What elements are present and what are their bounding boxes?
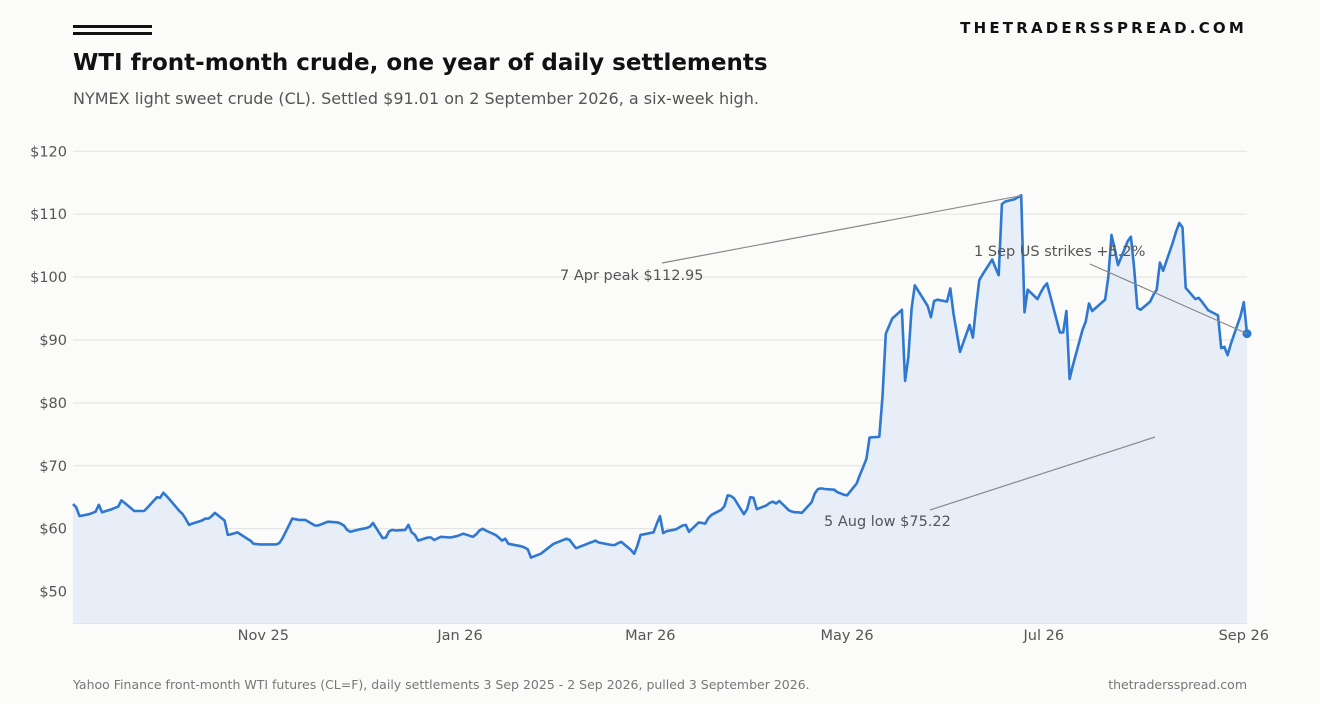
y-tick-label: $100 [30, 270, 67, 286]
header-rule-bottom [73, 32, 152, 35]
y-axis-ticks: $50 $60 $70 $80 $90 $100 $110 $120 [30, 144, 67, 600]
y-tick-label: $120 [30, 144, 67, 160]
chart-annotations: 7 Apr peak $112.95 5 Aug low $75.22 1 Sep … [560, 195, 1248, 530]
annotation-label: 5 Aug low $75.22 [824, 514, 951, 530]
x-tick-label: May 26 [821, 628, 874, 644]
y-tick-label: $110 [30, 207, 67, 223]
y-tick-label: $60 [39, 522, 67, 538]
chart-subtitle: NYMEX light sweet crude (CL). Settled $9… [73, 89, 759, 108]
x-tick-label: Jan 26 [436, 628, 482, 644]
source-note: Yahoo Finance front-month WTI futures (C… [73, 677, 810, 692]
y-tick-label: $90 [39, 333, 67, 349]
y-tick-label: $50 [39, 585, 67, 601]
x-tick-label: Sep 26 [1219, 628, 1269, 644]
site-brand[interactable]: THETRADERSSPREAD.COM [960, 19, 1247, 37]
x-axis-ticks: Nov 25 Jan 26 Mar 26 May 26 Jul 26 Sep 26 [238, 628, 1269, 644]
annotation-leader [929, 436, 1156, 511]
x-tick-label: Jul 26 [1023, 628, 1065, 644]
annotation-label: 1 Sep US strikes +5.2% [974, 244, 1145, 260]
price-chart: $50 $60 $70 $80 $90 $100 $110 $120 Nov 25 Jan 26… [30, 144, 1269, 644]
y-tick-label: $70 [39, 459, 67, 475]
x-tick-label: Mar 26 [625, 628, 675, 644]
annotation-label: 7 Apr peak $112.95 [560, 268, 704, 284]
series-area [73, 195, 1247, 624]
chart-title: WTI front-month crude, one year of daily… [73, 50, 768, 76]
x-tick-label: Nov 25 [238, 628, 289, 644]
y-tick-label: $80 [39, 396, 67, 412]
series-line [72, 194, 1249, 559]
annotation-leader [661, 195, 1022, 264]
annotation-leader [1089, 263, 1248, 335]
header-rule-top [73, 25, 152, 28]
footer-site-link[interactable]: thetradersspread.com [1108, 677, 1247, 692]
